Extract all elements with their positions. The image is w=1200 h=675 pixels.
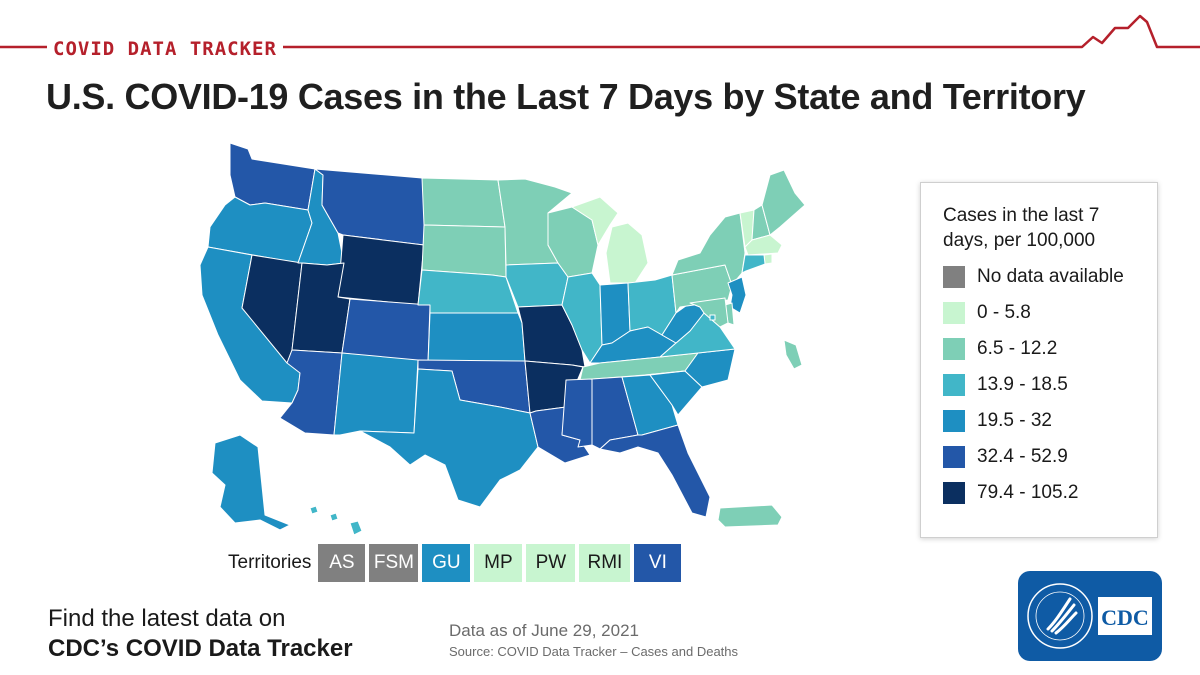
us-choropleth-map [199, 142, 806, 536]
state-MI[interactable] [571, 196, 649, 284]
state-HI[interactable] [309, 505, 363, 536]
legend-title: Cases in the last 7 days, per 100,000 [943, 205, 1100, 251]
cta-line1: Find the latest data on [48, 605, 286, 632]
state-KS[interactable] [427, 312, 526, 364]
state-CO[interactable] [341, 298, 431, 364]
map-legend: Cases in the last 7 days, per 100,000 No… [920, 182, 1158, 538]
legend-item: 0 - 5.8 [943, 301, 1157, 325]
legend-label: 6.5 - 12.2 [977, 338, 1058, 359]
legend-label: 79.4 - 105.2 [977, 482, 1079, 503]
legend-label: No data available [977, 266, 1124, 287]
legend-item: No data available [943, 265, 1157, 289]
territories-label: Territories [228, 552, 312, 573]
legend-swatch [943, 374, 965, 396]
data-source: Source: COVID Data Tracker – Cases and D… [449, 644, 739, 659]
legend-item: 19.5 - 32 [943, 409, 1157, 433]
legend-label: 13.9 - 18.5 [977, 374, 1068, 395]
header-rule [0, 14, 1200, 49]
hhs-seal-icon [1027, 583, 1093, 649]
territory-chip-pw[interactable]: PW [526, 544, 576, 582]
territories-row: Territories AS FSM GU MP PW RMI VI [228, 544, 685, 582]
state-DC[interactable] [709, 314, 716, 321]
state-NE[interactable] [417, 269, 519, 314]
state-MD[interactable] [689, 297, 729, 328]
state-SD[interactable] [421, 224, 507, 278]
state-ND[interactable] [421, 177, 506, 228]
data-as-of: Data as of June 29, 2021 [449, 621, 639, 640]
territory-chip-gu[interactable]: GU [422, 544, 471, 582]
brand-label: COVID DATA TRACKER [47, 38, 283, 60]
legend-item: 79.4 - 105.2 [943, 481, 1157, 505]
legend-swatch [943, 482, 965, 504]
territory-chip-rmi[interactable]: RMI [579, 544, 631, 582]
cdc-wordmark: CDC [1101, 605, 1149, 630]
state-CT[interactable] [741, 254, 766, 274]
state-UT[interactable] [291, 262, 351, 354]
state-NM[interactable] [333, 352, 419, 436]
cta-link[interactable]: CDC’s COVID Data Tracker [48, 635, 353, 662]
legend-swatch [943, 266, 965, 288]
legend-label: 19.5 - 32 [977, 410, 1052, 431]
territory-chip-fsm[interactable]: FSM [369, 544, 419, 582]
cdc-logo: CDC [1018, 571, 1162, 661]
state-WY[interactable] [337, 234, 425, 306]
legend-swatch [943, 302, 965, 324]
island-marker [783, 339, 803, 370]
legend-swatch [943, 410, 965, 432]
territory-PR[interactable] [717, 504, 783, 528]
legend-item: 13.9 - 18.5 [943, 373, 1157, 397]
territory-chip-vi[interactable]: VI [634, 544, 682, 582]
cta-block[interactable]: Find the latest data on CDC’s COVID Data… [48, 605, 353, 663]
legend-swatch [943, 446, 965, 468]
legend-label: 32.4 - 52.9 [977, 446, 1068, 467]
state-AK[interactable] [211, 434, 291, 531]
territory-chip-as[interactable]: AS [318, 544, 366, 582]
state-IA[interactable] [505, 262, 569, 308]
state-FL[interactable] [599, 424, 711, 518]
legend-label: 0 - 5.8 [977, 302, 1031, 323]
legend-item: 32.4 - 52.9 [943, 445, 1157, 469]
legend-item: 6.5 - 12.2 [943, 337, 1157, 361]
state-ME[interactable] [761, 169, 806, 236]
state-WA[interactable] [229, 142, 316, 211]
state-TX[interactable] [359, 368, 539, 508]
page-title: U.S. COVID-19 Cases in the Last 7 Days b… [46, 76, 1086, 117]
state-NC[interactable] [644, 348, 736, 388]
territory-chip-mp[interactable]: MP [474, 544, 523, 582]
legend-swatch [943, 338, 965, 360]
